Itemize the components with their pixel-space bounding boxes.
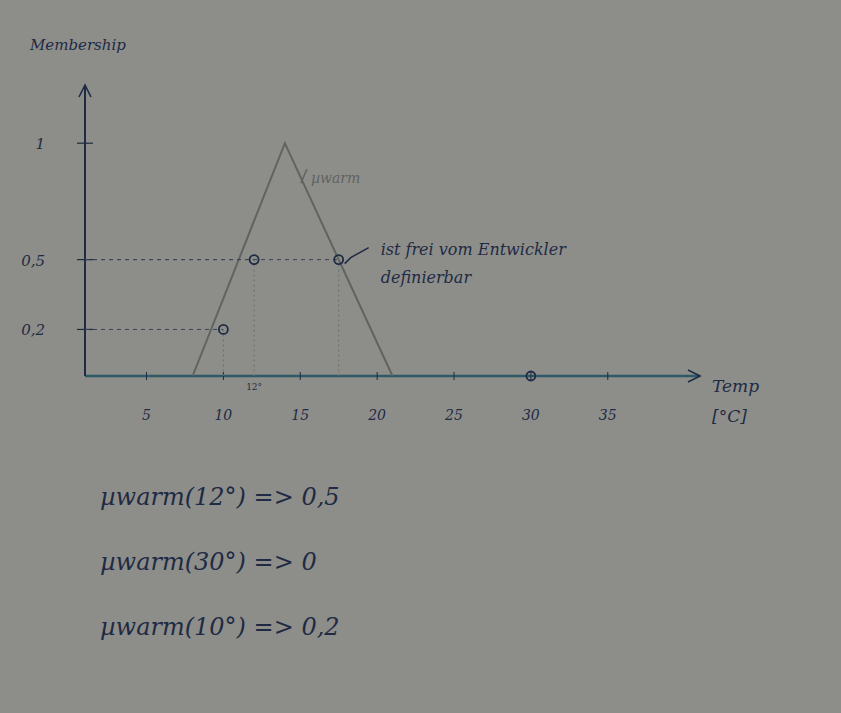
annotation-text: 12° bbox=[246, 382, 262, 392]
guide-h bbox=[85, 259, 339, 260]
series-label: µwarm bbox=[311, 170, 360, 186]
x-axis-arrow bbox=[688, 370, 700, 382]
y-tick-label: 0,2 bbox=[21, 321, 45, 339]
guide-v bbox=[254, 260, 255, 376]
x-tick-label: 30 bbox=[522, 407, 540, 423]
x-tick bbox=[300, 372, 301, 380]
point bbox=[334, 255, 343, 264]
point bbox=[219, 325, 228, 334]
annotation-text: ist frei vom Entwickler bbox=[381, 240, 567, 259]
x-axis-label: Temp[°C] bbox=[712, 376, 759, 426]
series-label-tick bbox=[301, 169, 307, 183]
x-tick-label: 10 bbox=[214, 407, 232, 423]
x-tick bbox=[607, 372, 608, 380]
annotation-text: definierbar bbox=[381, 268, 473, 287]
x-tick-label: 20 bbox=[367, 407, 386, 423]
x-tick bbox=[377, 372, 378, 380]
annotation-pointer bbox=[345, 248, 369, 264]
y-axis-label: Membership bbox=[29, 36, 126, 54]
y-tick-label: 1 bbox=[35, 135, 45, 153]
guide-h bbox=[85, 329, 223, 330]
y-tick-label: 0,5 bbox=[21, 252, 45, 270]
x-tick bbox=[454, 372, 455, 380]
y-axis bbox=[84, 85, 86, 376]
x-tick-label: 25 bbox=[444, 407, 463, 423]
x-tick-label: 5 bbox=[142, 407, 151, 423]
plot-area bbox=[85, 143, 535, 380]
guide-v bbox=[338, 260, 339, 376]
point bbox=[526, 372, 535, 381]
x-tick bbox=[530, 372, 531, 380]
formula: µwarm(30°) => 0 bbox=[100, 548, 317, 576]
canvas: Membership Temp[°C] 5 10 15 20 25 30 35 0,2 0,5 1 µw… bbox=[0, 0, 841, 713]
guide-v bbox=[223, 329, 224, 376]
background bbox=[0, 0, 841, 713]
formula: µwarm(12°) => 0,5 bbox=[100, 483, 340, 511]
formula: µwarm(10°) => 0,2 bbox=[100, 613, 340, 641]
y-tick bbox=[77, 143, 93, 144]
x-tick-label: 35 bbox=[599, 407, 617, 423]
y-axis-arrow bbox=[79, 85, 91, 97]
x-tick-label: 15 bbox=[291, 407, 309, 423]
x-tick bbox=[146, 372, 147, 380]
